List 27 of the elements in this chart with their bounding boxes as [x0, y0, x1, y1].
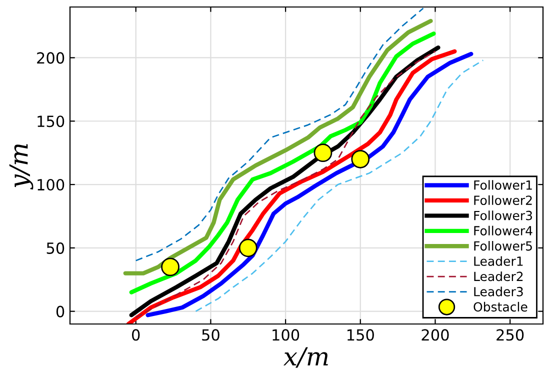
legend-label: Leader1	[474, 256, 523, 266]
y-tick-label: 150	[38, 116, 64, 128]
legend-label: Leader3	[474, 286, 523, 296]
legend-label: Follower5	[474, 241, 532, 251]
x-tick-label: 150	[347, 329, 374, 341]
y-axis-title: y/m	[9, 144, 34, 190]
y-tick-label: 200	[37, 52, 64, 64]
x-tick-label: 100	[272, 329, 300, 341]
legend-label: Leader2	[474, 271, 523, 282]
legend-label: Follower1	[474, 180, 532, 190]
x-axis-title: x/m	[283, 347, 328, 368]
legend-label: Follower3	[474, 210, 532, 220]
y-tick-label: 0	[56, 306, 64, 318]
x-tick-label: 200	[422, 329, 449, 341]
point	[351, 150, 370, 168]
x-tick-label: 250	[496, 329, 524, 341]
legend-label: Follower4	[474, 226, 532, 236]
y-tick-label: 50	[46, 242, 64, 254]
y-tick-label: 100	[38, 178, 64, 191]
legend-label: Obstacle	[474, 302, 528, 312]
point	[314, 144, 332, 162]
point	[161, 258, 180, 276]
x-tick-label: 50	[202, 329, 220, 341]
legend-label: Follower2	[474, 195, 532, 206]
line-series	[135, 8, 424, 262]
point	[238, 238, 258, 258]
x-tick-label: 0	[132, 329, 140, 341]
